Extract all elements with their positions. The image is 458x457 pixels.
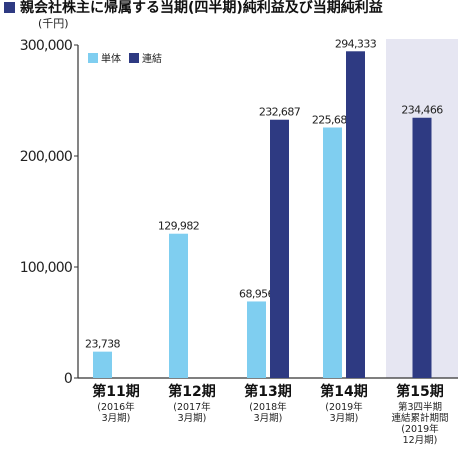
- x-category-sublabel: (2016年: [97, 401, 135, 413]
- x-category-label: 第15期: [396, 383, 443, 400]
- x-category-sublabel: 3月期): [102, 413, 131, 424]
- bar: [323, 127, 342, 378]
- bar-value-label: 68,956: [239, 287, 274, 300]
- title-marker-icon: [4, 2, 15, 13]
- legend-label: 連結: [142, 52, 162, 65]
- x-category-label: 第12期: [168, 383, 215, 400]
- x-category-label: 第11期: [92, 383, 139, 400]
- x-category-sublabel: (2017年: [173, 401, 211, 413]
- y-tick-label: 200,000: [20, 149, 72, 165]
- x-category-sublabel: 3月期): [254, 413, 283, 424]
- bar-value-label: 129,982: [158, 220, 199, 233]
- legend-label: 単体: [101, 52, 121, 65]
- x-category-sublabel: 3月期): [178, 413, 207, 424]
- bar: [247, 301, 266, 378]
- bar: [93, 351, 112, 378]
- bar: [169, 233, 188, 378]
- bar-value-label: 232,687: [259, 106, 301, 119]
- chart-title-bar: 親会社株主に帰属する当期(四半期)純利益及び当期純利益: [0, 0, 458, 16]
- legend-swatch: [129, 53, 139, 63]
- legend-swatch: [88, 53, 98, 63]
- y-tick-label: 100,000: [20, 260, 72, 276]
- chart-title: 親会社株主に帰属する当期(四半期)純利益及び当期純利益: [20, 0, 383, 16]
- x-category-sublabel: (2019年: [325, 401, 363, 413]
- x-category-sublabel: 第3四半期: [398, 401, 442, 413]
- x-category-sublabel: 12月期): [403, 435, 438, 446]
- bar-value-label: 23,738: [85, 338, 120, 351]
- x-category-label: 第13期: [244, 383, 291, 400]
- y-tick-label: 300,000: [20, 38, 72, 54]
- x-category-sublabel: (2019年: [401, 423, 439, 435]
- x-category-sublabel: 連結累計期間: [391, 412, 448, 424]
- unit-label: (千円): [38, 17, 69, 30]
- bar: [412, 117, 432, 378]
- bar: [270, 119, 289, 378]
- bar-value-label: 225,682: [312, 113, 353, 126]
- bar-value-label: 294,333: [335, 37, 377, 50]
- bar: [346, 51, 365, 378]
- x-category-label: 第14期: [320, 383, 367, 400]
- x-category-sublabel: (2018年: [249, 401, 287, 413]
- x-category-sublabel: 3月期): [330, 413, 359, 424]
- bar-value-label: 234,466: [401, 104, 443, 117]
- y-tick-label: 0: [64, 371, 72, 387]
